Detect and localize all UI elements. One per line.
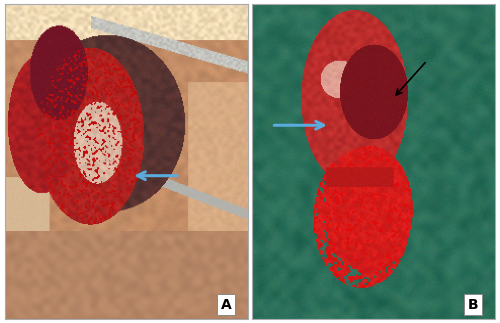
Text: A: A	[221, 298, 232, 312]
Text: B: B	[468, 298, 478, 312]
